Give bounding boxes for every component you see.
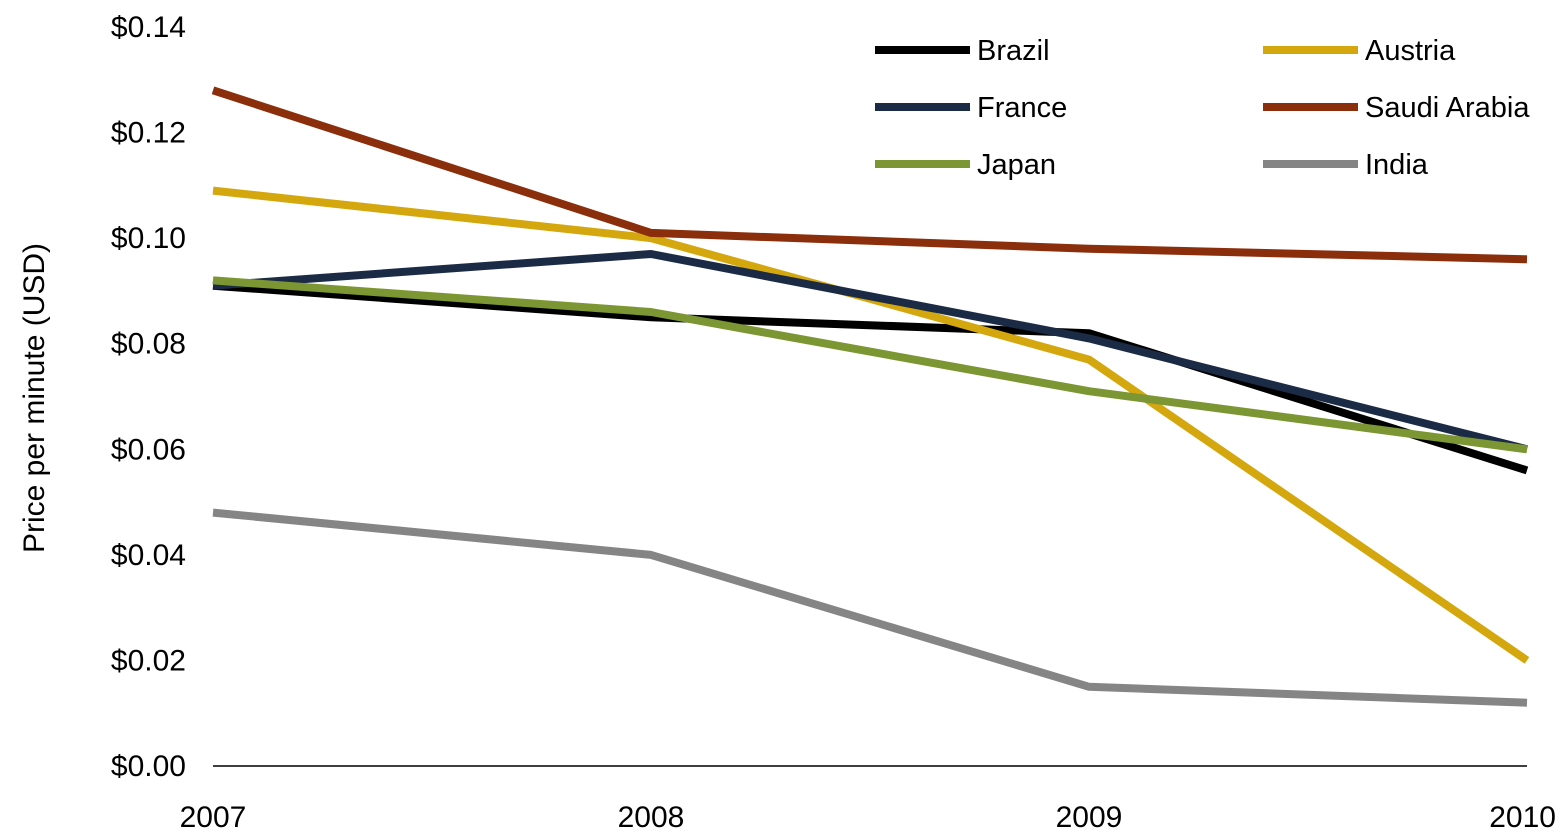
x-tick-label: 2008: [618, 801, 685, 833]
series-line-japan: [212, 276, 1528, 454]
legend-label-saudi-arabia: Saudi Arabia: [1365, 92, 1530, 124]
series-line-france: [212, 250, 1528, 454]
y-tick-label: $0.10: [111, 222, 186, 255]
y-tick-label: $0.06: [111, 433, 186, 466]
x-ticks: 2007 2008 2009 2010: [180, 801, 1556, 833]
series-line-brazil: [212, 281, 1529, 475]
legend-label-india: India: [1365, 149, 1429, 181]
y-tick-label: $0.00: [111, 750, 186, 783]
y-tick-label: $0.14: [111, 11, 186, 44]
y-axis-title: Price per minute (USD): [18, 243, 51, 553]
legend-label-japan: Japan: [977, 149, 1056, 181]
legend-label-austria: Austria: [1365, 35, 1456, 67]
y-tick-label: $0.12: [111, 117, 186, 150]
legend: Brazil Austria France Saudi Arabia Japan Indi…: [875, 35, 1530, 181]
y-axis-title-group: Price per minute (USD): [18, 243, 51, 553]
y-ticks: $0.00 $0.02 $0.04 $0.06 $0.08 $0.10 $0.12 $0.14: [111, 11, 186, 783]
legend-label-france: France: [977, 92, 1067, 124]
y-tick-label: $0.02: [111, 644, 186, 677]
series-line-saudi-arabia: [211, 86, 1528, 264]
y-tick-label: $0.08: [111, 328, 186, 361]
y-tick-label: $0.04: [111, 539, 186, 572]
x-tick-label: 2007: [180, 801, 247, 833]
x-tick-label: 2009: [1056, 801, 1123, 833]
series-line-india: [212, 508, 1528, 707]
legend-label-brazil: Brazil: [977, 35, 1050, 67]
x-tick-label: 2010: [1489, 801, 1556, 833]
series-lines: [211, 86, 1530, 707]
